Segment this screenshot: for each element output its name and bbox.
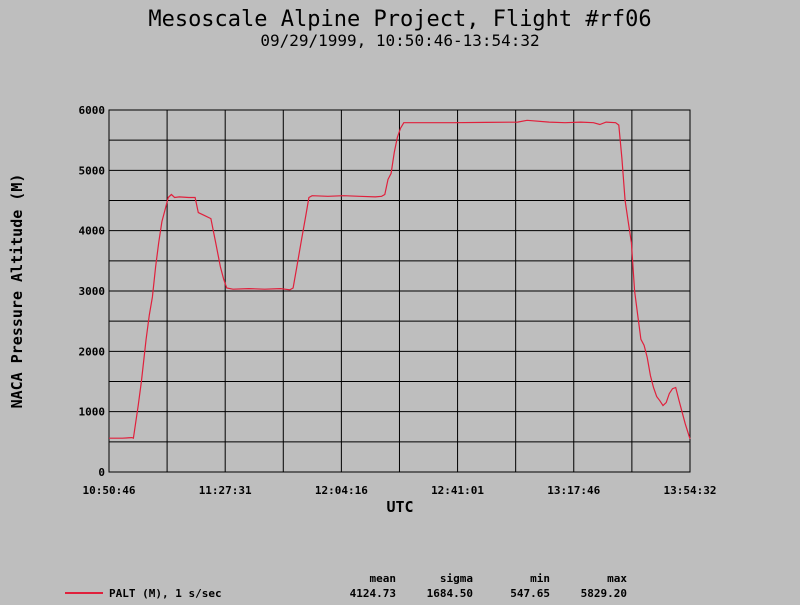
x-tick-label: 12:41:01 (431, 484, 484, 497)
x-tick-label: 11:27:31 (199, 484, 252, 497)
stat-value-max: 5829.20 (581, 587, 627, 600)
y-tick-label: 5000 (79, 164, 106, 177)
plot-frame (108, 109, 691, 473)
x-tick-labels: 10:50:46 11:27:31 12:04:16 12:41:01 13:17:46… (83, 484, 717, 497)
y-tick-label: 1000 (79, 406, 106, 419)
stat-header-sigma: sigma (440, 572, 473, 585)
x-tick-label: 10:50:46 (83, 484, 136, 497)
y-tick-label: 0 (98, 466, 105, 479)
chart-title: Mesoscale Alpine Project, Flight #rf06 (148, 7, 651, 32)
stat-value-sigma: 1684.50 (427, 587, 473, 600)
y-axis-label: NACA Pressure Altitude (M) (8, 174, 26, 409)
x-tick-label: 12:04:16 (315, 484, 368, 497)
stat-value-mean: 4124.73 (350, 587, 396, 600)
x-axis-label: UTC (386, 498, 413, 516)
palt-series-line (109, 119, 691, 440)
stat-value-min: 547.65 (510, 587, 550, 600)
y-tick-label: 4000 (79, 225, 106, 238)
legend: PALT (M), 1 s/sec mean sigma min max 412… (65, 572, 627, 600)
x-tick-label: 13:17:46 (547, 484, 600, 497)
y-tick-label: 2000 (79, 345, 106, 358)
chart-subtitle: 09/29/1999, 10:50:46-13:54:32 (260, 31, 539, 50)
y-tick-labels: 0 1000 2000 3000 4000 5000 6000 (79, 104, 106, 479)
legend-series-label: PALT (M), 1 s/sec (109, 587, 222, 600)
x-tick-label: 13:54:32 (664, 484, 717, 497)
y-tick-label: 3000 (79, 285, 106, 298)
y-tick-label: 6000 (79, 104, 106, 117)
stat-header-mean: mean (370, 572, 397, 585)
chart-grid (108, 109, 691, 473)
stat-header-max: max (607, 572, 627, 585)
stat-header-min: min (530, 572, 550, 585)
